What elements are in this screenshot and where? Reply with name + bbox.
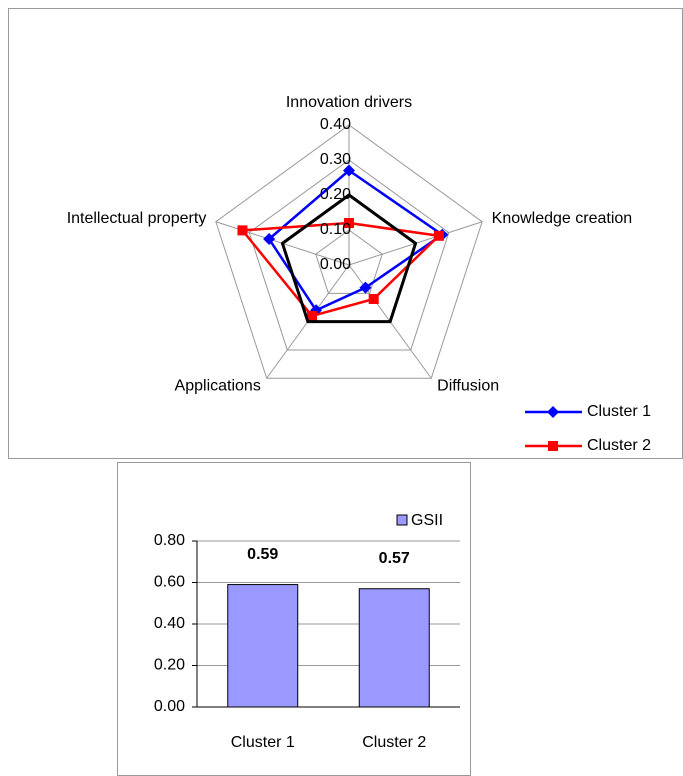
tick-label: 0.00 [320,256,351,273]
series-line [239,221,442,318]
legend-swatch [396,514,408,526]
legend-label: Cluster 1 [587,403,651,420]
series-line [280,193,418,324]
axis-label: Knowledge creation [492,210,633,227]
axis-label: Applications [175,378,261,395]
marker [548,441,558,451]
tick-label: 0.20 [320,186,351,203]
x-tick-label: Cluster 2 [362,734,426,751]
radar-frame [8,8,683,459]
grid-ring [248,159,450,351]
tick-label: 0.10 [320,221,351,238]
tick-label: 0.30 [320,151,351,168]
grid-ring [215,124,483,379]
y-tick-label: 0.00 [154,698,185,715]
marker [433,230,444,241]
marker [547,406,559,418]
y-tick-label: 0.40 [154,615,185,632]
marker [359,281,372,294]
legend-label: GSII [411,512,443,529]
marker [237,225,248,236]
grid-ring [315,229,383,294]
marker [344,218,354,228]
legend-label: Cluster 2 [587,437,651,454]
bar [358,588,430,708]
value-label: 0.59 [247,546,278,563]
x-tick-label: Cluster 1 [231,734,295,751]
axis-label: Intellectual property [67,210,207,227]
marker [306,310,317,321]
y-tick-label: 0.20 [154,657,185,674]
marker [263,233,276,246]
tick-label: 0.40 [320,116,351,133]
y-tick-label: 0.60 [154,574,185,591]
axis-label: Diffusion [437,378,499,395]
bar [227,584,299,708]
marker [343,164,355,177]
axis-label: Innovation drivers [286,94,412,111]
value-label: 0.57 [379,550,410,567]
marker [368,293,379,304]
y-tick-label: 0.80 [154,532,185,549]
